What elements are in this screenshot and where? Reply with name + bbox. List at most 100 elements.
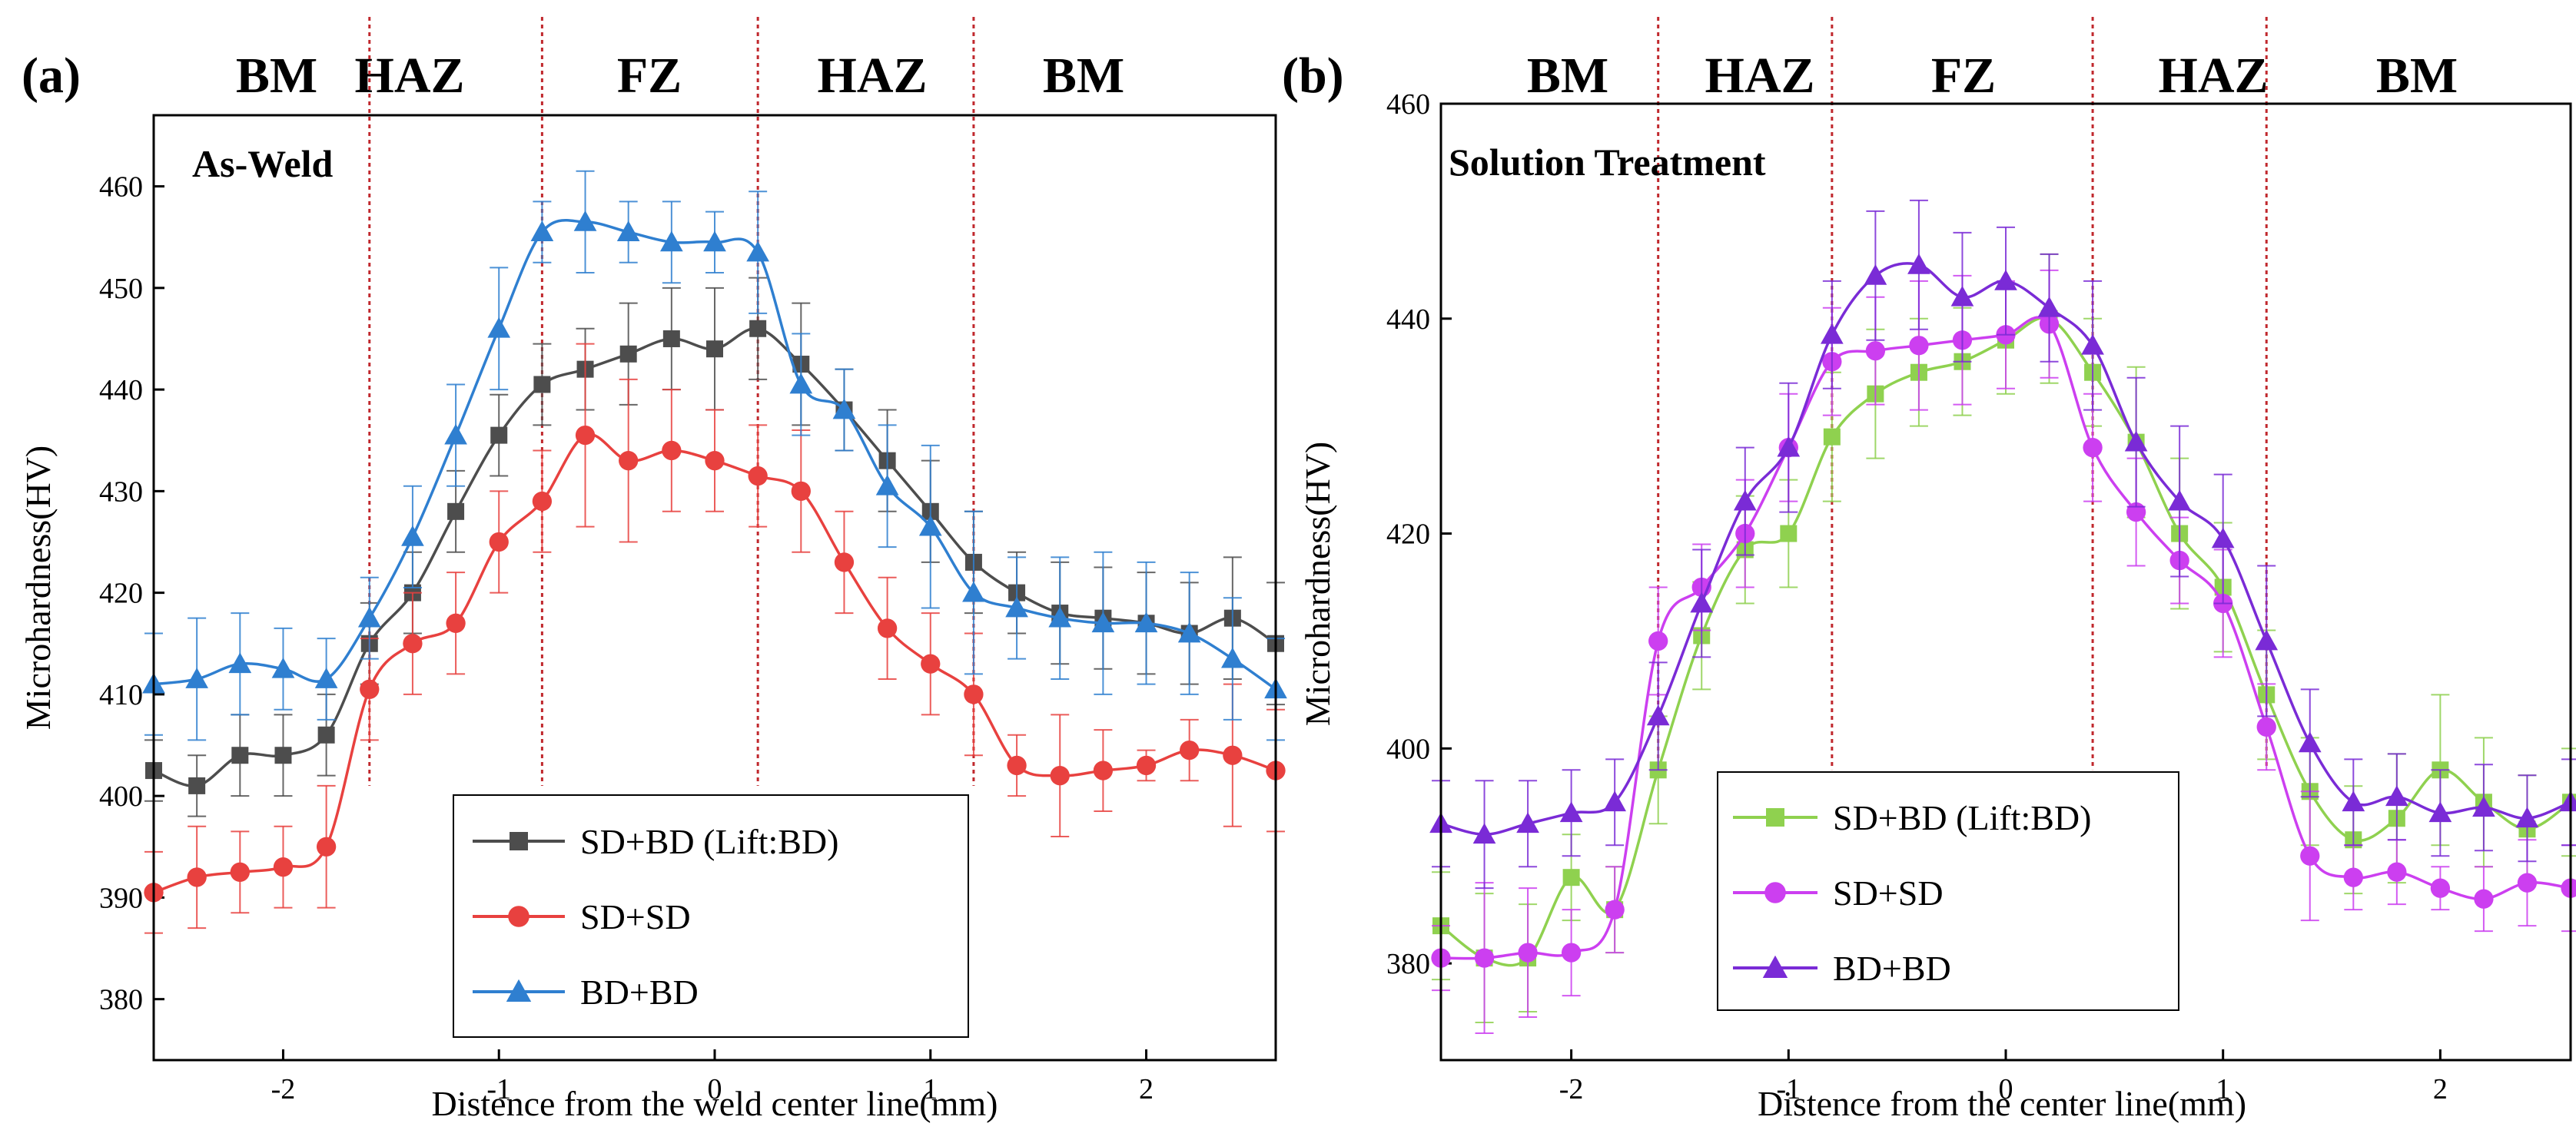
panel-a-zone-haz-right: HAZ: [817, 48, 927, 104]
panel-a-data-point-square: [447, 502, 465, 520]
panel-b-legend-key-marker: [1766, 808, 1784, 827]
panel-a-data-point-triangle: [875, 474, 899, 495]
panel-a-x-tick-label: 1: [923, 1073, 938, 1105]
panel-a-data-point-circle: [360, 679, 380, 699]
panel-b-x-tick-label: 0: [1999, 1073, 2013, 1105]
panel-a-data-point-circle: [1136, 755, 1157, 776]
panel-b-data-point-triangle: [2124, 430, 2148, 452]
panel-b-data-point-circle: [2083, 437, 2103, 458]
panel-a-data-point-circle: [403, 634, 423, 654]
panel-a-x-tick-label: 0: [708, 1073, 722, 1105]
panel-b-condition-label: Solution Treatment: [1449, 141, 1766, 184]
panel-b-data-point-triangle: [1864, 263, 1887, 285]
panel-b-frame: [1439, 102, 2572, 1062]
panel-a-data-point-triangle: [1091, 611, 1115, 633]
panel-a-data-point-circle: [316, 837, 337, 857]
panel-a-data-point-triangle: [616, 220, 640, 241]
panel-a-data-point-triangle: [271, 657, 295, 678]
panel-b-zone-fz: FZ: [1931, 48, 1996, 104]
panel-a-data-point-circle: [1180, 740, 1200, 761]
panel-b-data-point-triangle: [2559, 790, 2576, 812]
panel-a-zone-bm-right: BM: [1043, 48, 1124, 104]
panel-b-data-point-circle: [1605, 900, 1625, 920]
panel-a-data-point-square: [188, 777, 206, 794]
panel-a-x-tick-label: 2: [1139, 1073, 1154, 1105]
panel-b-data-point-square: [1780, 525, 1798, 542]
panel-b-data-point-triangle: [2385, 785, 2408, 807]
panel-a-data-point-triangle: [703, 230, 726, 252]
panel-b-x-tick-label: -1: [1776, 1073, 1801, 1105]
panel-a-y-tick-label: 460: [99, 171, 143, 204]
panel-a-data-point-square: [317, 726, 335, 744]
panel-b-data-point-triangle: [1472, 823, 1496, 844]
panel-b-data-point-triangle: [1559, 801, 1583, 823]
panel-a-data-point-triangle: [746, 240, 770, 262]
panel-a-y-tick-label: 420: [99, 578, 143, 610]
panel-b-chart: (b) BM HAZ FZ HAZ BM -2 -1 0 1 2 380 400 420 440…: [1282, 17, 2576, 1123]
panel-a-data-point-triangle: [573, 210, 597, 231]
panel-b-data-point-square: [1562, 869, 1580, 886]
panel-a-data-point-circle: [273, 857, 294, 877]
panel-b-data-point-circle: [2387, 862, 2407, 882]
panel-b-data-point-triangle: [2081, 333, 2104, 355]
panel-a-data-point-triangle: [962, 581, 985, 602]
panel-b-y-axis-title: Microhardness(HV): [1298, 442, 1337, 726]
panel-b-data-point-circle: [1909, 336, 1929, 356]
panel-b-data-point-triangle: [1907, 253, 1930, 274]
panel-b-y-tick-label: 460: [1386, 88, 1430, 121]
panel-a-data-point-triangle: [1005, 596, 1028, 618]
panel-a-data-point-circle: [1007, 755, 1027, 776]
panel-a-letter: (a): [22, 48, 81, 104]
panel-a-data-point-circle: [662, 440, 682, 461]
panel-a-y-tick-label: 430: [99, 476, 143, 508]
panel-a-data-point-square: [619, 345, 637, 363]
panel-b-data-point-triangle: [2472, 796, 2495, 817]
panel-b-legend-key-marker: [1762, 955, 1788, 978]
panel-a-legend-key-marker: [510, 832, 528, 850]
panel-a-data-point-triangle: [357, 606, 381, 628]
panel-a-data-point-triangle: [918, 515, 942, 536]
panel-a-frame: [152, 114, 1277, 1062]
panel-a-data-point-triangle: [1220, 647, 1244, 668]
panel-a-data-point-circle: [446, 613, 466, 633]
panel-a-data-point-circle: [619, 451, 639, 471]
panel-b-data-point-triangle: [1820, 323, 1844, 344]
panel-b-legend: SD+BD (Lift:BD) SD+SD BD+BD: [1717, 771, 2179, 1011]
panel-b-data-point-circle: [2256, 717, 2276, 737]
panel-a-data-point-triangle: [659, 230, 683, 252]
panel-b-data-point-circle: [2517, 873, 2538, 893]
panel-a-legend-label-sd-sd: SD+SD: [580, 897, 691, 936]
panel-b-data-point-triangle: [1994, 269, 2017, 290]
panel-a-data-point-triangle: [832, 398, 856, 419]
panel-b-data-point-triangle: [1603, 790, 1627, 812]
panel-b-y-tick-label: 440: [1386, 303, 1430, 336]
panel-a-data-point-circle: [791, 481, 811, 502]
panel-b-data-point-triangle: [1733, 489, 1757, 511]
panel-b-data-point-square: [1823, 428, 1841, 446]
panel-a-data-point-square: [490, 426, 508, 444]
panel-b-data-point-circle: [1648, 631, 1668, 651]
panel-b-data-point-circle: [1865, 341, 1886, 361]
panel-b-data-point-circle: [1561, 943, 1582, 963]
panel-a-data-point-square: [533, 376, 551, 393]
panel-b-data-point-circle: [2430, 878, 2451, 898]
panel-b-x-tick-label: -2: [1559, 1073, 1584, 1105]
panel-a-data-point-circle: [1223, 745, 1243, 765]
panel-a-data-point-triangle: [314, 668, 338, 688]
panel-a-data-point-circle: [877, 618, 898, 638]
panel-a-legend-key-marker: [508, 906, 529, 927]
panel-b-data-point-triangle: [1777, 436, 1801, 457]
panel-a-data-point-triangle: [1048, 606, 1072, 628]
panel-a-y-tick-label: 450: [99, 273, 143, 305]
panel-a-data-point-circle: [705, 451, 725, 471]
panel-a-data-point-square: [662, 330, 680, 347]
panel-b-x-axis-title: Distence from the center line(mm): [1758, 1084, 2246, 1123]
panel-a-data-point-circle: [532, 491, 553, 512]
panel-b-legend-key-marker: [1764, 882, 1786, 903]
panel-b-data-point-triangle: [2342, 790, 2365, 812]
panel-a-data-point-circle: [575, 425, 596, 446]
panel-b-zone-bm-right: BM: [2376, 48, 2458, 104]
panel-a-zone-fz: FZ: [617, 48, 682, 104]
panel-a-data-point-circle: [230, 862, 250, 882]
panel-a-data-point-triangle: [1134, 611, 1158, 633]
